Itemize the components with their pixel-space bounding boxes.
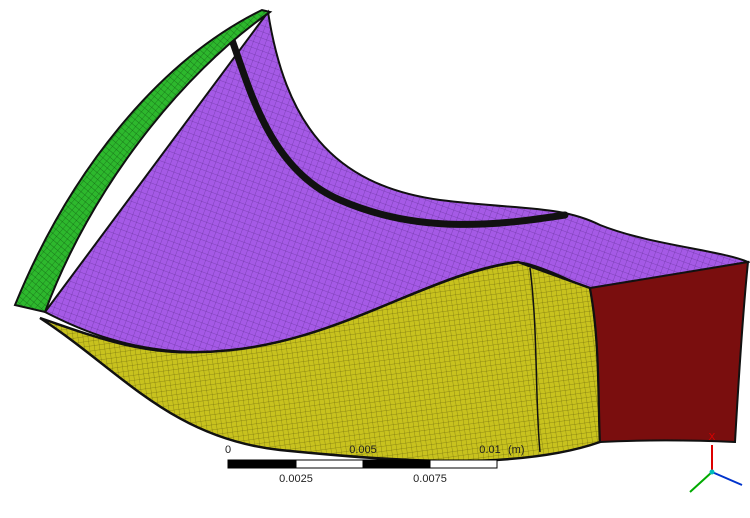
scale-segment xyxy=(228,460,296,468)
scale-segment xyxy=(430,460,497,468)
scale-segment xyxy=(363,460,430,468)
scale-label: 0.0025 xyxy=(279,473,313,485)
scale-label: 0.0075 xyxy=(413,473,447,485)
mesh-view: 0 0.005 0.01 (m) 0.0025 0.0075 X xyxy=(0,0,750,518)
scale-unit: (m) xyxy=(508,444,525,456)
scale-segment xyxy=(296,460,363,468)
scale-bar: 0 0.005 0.01 (m) 0.0025 0.0075 xyxy=(225,444,525,485)
z-axis-arrow xyxy=(712,472,742,485)
axis-label: X xyxy=(709,432,716,443)
triad-origin xyxy=(710,470,715,475)
outlet-face xyxy=(590,262,748,442)
scale-label: 0 xyxy=(225,444,231,456)
scale-label: 0.01 xyxy=(479,444,500,456)
y-axis-arrow xyxy=(690,472,712,492)
mesh-viewer: 0 0.005 0.01 (m) 0.0025 0.0075 X xyxy=(0,0,750,518)
scale-label: 0.005 xyxy=(349,444,377,456)
